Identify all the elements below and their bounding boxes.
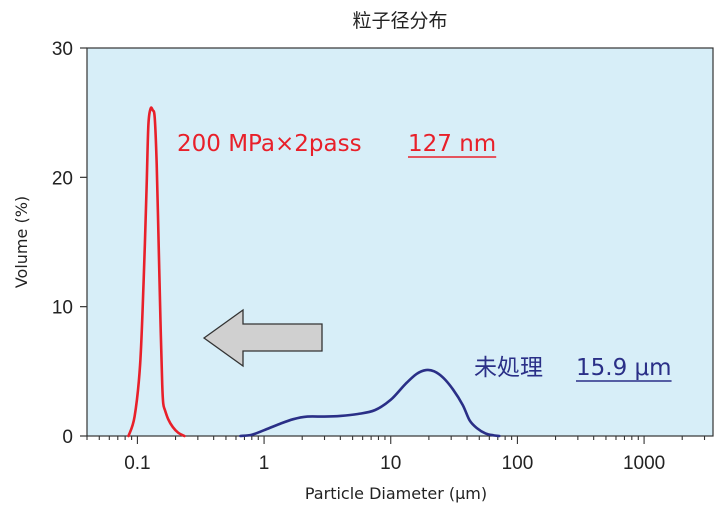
treated-size-label: 127 nm — [408, 131, 496, 157]
y-tick-label: 30 — [52, 39, 73, 60]
plot-area — [86, 47, 714, 437]
x-axis-label: Particle Diameter (μm) — [305, 484, 487, 503]
untreated-label: 未処理 — [474, 355, 543, 381]
x-tick-label: 100 — [502, 453, 534, 474]
y-tick-label: 10 — [52, 298, 73, 319]
x-tick-label: 0.1 — [124, 453, 150, 474]
untreated-series-line — [239, 368, 501, 438]
y-axis-label: Volume (%) — [12, 196, 31, 288]
x-tick-label: 10 — [380, 453, 401, 474]
untreated-size-label: 15.9 μm — [576, 355, 672, 381]
x-tick-label: 1 — [259, 453, 270, 474]
y-tick-label: 20 — [52, 168, 73, 189]
y-tick-label: 0 — [62, 427, 73, 448]
x-tick-label: 1000 — [623, 453, 665, 474]
chart-title: 粒子径分布 — [352, 10, 447, 32]
treated-condition-label: 200 MPa×2pass — [177, 131, 362, 157]
treated-series-line — [127, 106, 186, 438]
left-arrow-icon — [202, 308, 323, 368]
